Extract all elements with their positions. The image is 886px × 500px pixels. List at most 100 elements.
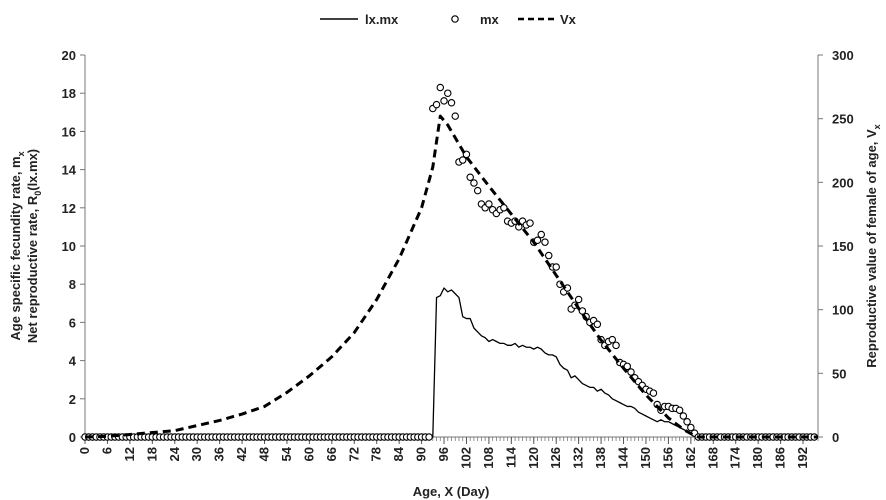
series-mx (81, 83, 819, 441)
x-tick-label: 156 (660, 447, 675, 469)
mx-point (687, 423, 695, 432)
x-tick-label: 144 (616, 446, 631, 468)
y-left-tick-label: 2 (69, 392, 76, 407)
x-tick-label: 132 (571, 447, 586, 469)
series-line-lxmx (85, 287, 818, 438)
x-tick-label: 84 (391, 446, 406, 461)
svg-text:Reproductive value of female o: Reproductive value of female of age, Vx (864, 124, 882, 367)
mx-point (679, 412, 688, 420)
y-left-tick-label: 20 (62, 48, 76, 63)
mx-point (440, 97, 448, 105)
y-right-title-main: Reproductive value of female of age, V (864, 129, 879, 368)
x-tick-label: 102 (458, 447, 473, 469)
y-left-tick-label: 14 (62, 163, 77, 178)
y-left-title-sub-0: 0 (33, 191, 43, 196)
mx-point (444, 89, 452, 97)
legend-label-lxmx: lx.mx (365, 12, 399, 27)
y-left-tick-label: 4 (69, 354, 77, 369)
legend-swatch-mx (451, 15, 459, 23)
y-left-tick-label: 10 (62, 239, 76, 254)
mx-point (432, 100, 441, 109)
x-tick-label: 174 (728, 446, 743, 468)
x-tick-label: 36 (212, 447, 227, 461)
mx-point (683, 417, 691, 426)
x-tick-label: 24 (167, 446, 182, 461)
x-tick-label: 96 (436, 447, 451, 461)
mx-point (574, 295, 583, 304)
x-tick-label: 0 (77, 447, 92, 454)
x-tick-label: 180 (750, 447, 765, 469)
mx-point (425, 433, 433, 441)
y-right-tick-label: 50 (832, 366, 846, 381)
y-left-tick-label: 16 (62, 124, 76, 139)
x-tick-label: 72 (346, 447, 361, 461)
x-tick-label: 66 (324, 447, 339, 461)
x-axis-title: Age, X (Day) (413, 484, 490, 499)
x-tick-label: 18 (144, 447, 159, 461)
y-left-title-sub-x: x (16, 151, 26, 156)
mx-point (612, 341, 620, 350)
y-left-tick-label: 6 (69, 315, 76, 330)
mx-point (649, 389, 658, 397)
x-tick-label: 192 (795, 447, 810, 469)
y-left-tick-label: 8 (69, 277, 76, 292)
legend: lx.mx mx Vx (320, 12, 577, 27)
svg-text:Net reproductive rate, R0(lx.m: Net reproductive rate, R0(lx.mx) (25, 149, 43, 343)
x-tick-label: 12 (122, 447, 137, 461)
mx-point (485, 200, 493, 208)
axis-ticks: 0 6 12 18 24 30 36 42 48 54 60 66 72 78 84 90 96 102 108 11… (62, 48, 854, 469)
mx-point (675, 406, 684, 415)
y-right-tick-label: 300 (832, 48, 854, 63)
mx-point (593, 320, 602, 329)
mx-point (451, 112, 459, 120)
x-tick-label: 168 (705, 447, 720, 469)
svg-text:Age specific fecundity rate, m: Age specific fecundity rate, mx (8, 151, 26, 340)
x-tick-label: 78 (369, 447, 384, 461)
y-left-title-line2: Net reproductive rate, R (25, 195, 40, 343)
y-left-tick-label: 12 (62, 201, 76, 216)
mx-point (623, 362, 632, 371)
x-tick-label: 186 (773, 447, 788, 469)
mx-point (541, 238, 549, 246)
y-left-title-line1: Age specific fecundity rate, m (8, 156, 23, 340)
mx-point (447, 99, 456, 107)
x-tick-label: 108 (481, 447, 496, 469)
y-right-tick-label: 150 (832, 239, 854, 254)
mx-point (552, 263, 560, 271)
mx-point (533, 236, 542, 245)
y-left-tick-label: 0 (69, 430, 76, 445)
x-tick-label: 42 (234, 447, 249, 461)
y-right-tick-label: 250 (832, 112, 854, 127)
mx-point (470, 179, 478, 187)
x-tick-label: 48 (257, 447, 272, 461)
legend-label-mx: mx (480, 12, 500, 27)
x-tick-label: 120 (526, 447, 541, 469)
mx-point (526, 219, 534, 227)
x-tick-label: 30 (189, 447, 204, 461)
mx-point (466, 173, 474, 181)
x-tick-label: 6 (99, 447, 114, 454)
legend-label-vx: Vx (560, 12, 577, 27)
x-tick-label: 138 (593, 447, 608, 469)
x-tick-label: 162 (683, 447, 698, 469)
x-tick-label: 126 (548, 447, 563, 469)
mx-point (458, 156, 467, 164)
y-right-title-sub-x: x (872, 124, 882, 129)
series-layer (81, 83, 819, 441)
y-left-title-line2-tail: (lx.mx) (25, 149, 40, 191)
mx-point (436, 83, 445, 92)
mx-point (473, 186, 482, 195)
x-tick-label: 90 (414, 447, 429, 461)
x-tick-label: 150 (638, 447, 653, 469)
x-tick-label: 54 (279, 446, 294, 461)
mx-point (500, 204, 508, 212)
y-axis-right-title: Reproductive value of female of age, Vx (864, 124, 882, 367)
y-right-tick-label: 200 (832, 175, 854, 190)
y-right-tick-label: 0 (832, 430, 839, 445)
x-tick-label: 114 (503, 446, 518, 468)
y-left-tick-label: 18 (62, 86, 76, 101)
series-line-vx (84, 114, 818, 439)
mx-point (608, 335, 617, 344)
mx-point (537, 230, 546, 239)
